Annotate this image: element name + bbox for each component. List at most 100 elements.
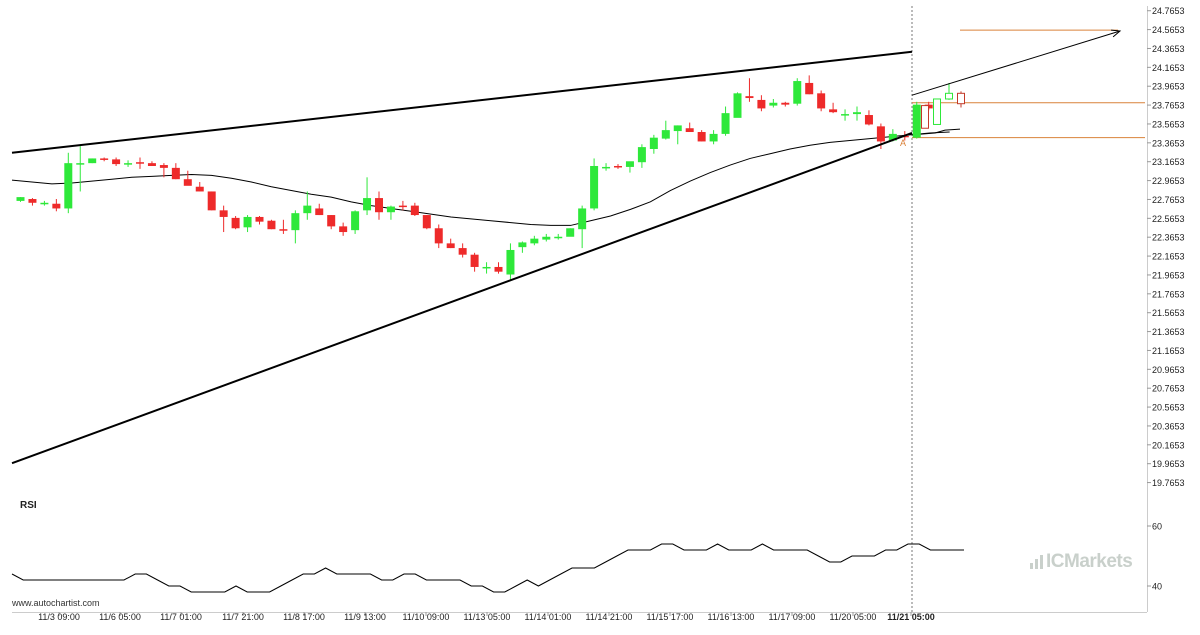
candle-up xyxy=(386,206,395,213)
candle-up xyxy=(64,163,73,209)
candle-down xyxy=(781,102,790,105)
y-tick-label: 21.3653 xyxy=(1152,327,1185,337)
candle-down xyxy=(171,167,180,180)
candle-down xyxy=(195,186,204,192)
candle-down xyxy=(864,115,873,125)
y-tick-label: 21.5653 xyxy=(1152,308,1185,318)
candle-down xyxy=(614,165,622,168)
candle-up xyxy=(506,249,515,275)
source-watermark: www.autochartist.com xyxy=(12,598,100,608)
candle-down xyxy=(315,208,324,216)
candle-down xyxy=(817,93,826,109)
candle-down xyxy=(494,266,503,272)
candle-up xyxy=(793,81,802,104)
x-tick-label: 11/6 05:00 xyxy=(99,612,141,622)
candle-down xyxy=(147,163,156,166)
y-tick-label: 21.9653 xyxy=(1152,270,1185,280)
moving-average-line xyxy=(11,131,950,226)
candle-up xyxy=(841,114,850,116)
y-tick-label: 21.1653 xyxy=(1152,346,1185,356)
x-tick-label: 11/14 21:00 xyxy=(586,612,633,622)
candle-up xyxy=(649,137,658,149)
candle-down xyxy=(422,215,431,229)
candle-down xyxy=(100,158,109,160)
rsi-tick-label: 60 xyxy=(1152,522,1162,532)
candle-down xyxy=(28,199,37,203)
y-tick-label: 22.7653 xyxy=(1152,195,1185,205)
candle-down xyxy=(159,165,168,168)
y-tick-label: 24.7653 xyxy=(1152,6,1185,16)
candle-up xyxy=(769,102,778,106)
candle-up xyxy=(40,202,49,205)
candle-up xyxy=(709,133,718,142)
candle-up xyxy=(530,238,539,244)
y-tick-label: 20.5653 xyxy=(1152,403,1185,413)
y-tick-label: 20.9653 xyxy=(1152,365,1185,375)
x-tick-label: 11/8 17:00 xyxy=(283,612,325,622)
candle-down xyxy=(112,159,121,165)
projection-candle xyxy=(945,92,953,100)
candle-up xyxy=(888,133,897,141)
candle-up xyxy=(602,166,611,169)
y-tick-label: 21.7653 xyxy=(1152,289,1185,299)
x-tick-label: 11/13 05:00 xyxy=(464,612,511,622)
breakout-label: A xyxy=(900,138,906,148)
candle-up xyxy=(124,163,133,165)
candle-down xyxy=(52,203,61,209)
candle-down xyxy=(697,132,706,142)
candle-down xyxy=(410,205,419,216)
candle-up xyxy=(554,236,563,239)
candle-up xyxy=(363,198,372,211)
candle-down xyxy=(745,96,754,99)
candle-up xyxy=(625,161,634,167)
y-tick-label: 23.9653 xyxy=(1152,82,1185,92)
candle-down xyxy=(434,228,443,244)
candle-down xyxy=(219,210,228,217)
breakout-arrow-head xyxy=(1110,29,1122,38)
candle-up xyxy=(243,216,252,228)
candle-up xyxy=(16,197,25,201)
moving-average-projection xyxy=(911,128,961,136)
brand-logo-suffix: Markets xyxy=(1064,551,1133,572)
y-tick-label: 23.1653 xyxy=(1152,157,1185,167)
candle-up xyxy=(578,208,587,230)
rsi-tick-label: 40 xyxy=(1152,582,1162,592)
x-tick-label: 11/10 09:00 xyxy=(403,612,450,622)
y-tick-label: 24.3653 xyxy=(1152,44,1185,54)
candle-up xyxy=(853,112,861,115)
y-tick-label: 22.1653 xyxy=(1152,252,1185,262)
candle-down xyxy=(398,205,407,208)
candle-down xyxy=(136,162,144,164)
x-tick-label: 11/20 05:00 xyxy=(830,612,877,622)
x-tick-label: 11/3 09:00 xyxy=(38,612,80,622)
candle-up xyxy=(291,213,300,231)
y-tick-label: 20.1653 xyxy=(1152,440,1185,450)
candle-up xyxy=(482,266,491,269)
candle-up xyxy=(637,147,646,163)
brand-logo: IC Markets xyxy=(1030,550,1142,574)
brand-logo-prefix: IC xyxy=(1046,551,1065,572)
brand-logo-icon xyxy=(1030,555,1043,569)
candle-down xyxy=(805,82,814,95)
x-tick-label: 11/16 13:00 xyxy=(708,612,755,622)
y-tick-label: 19.9653 xyxy=(1152,459,1185,469)
y-tick-label: 22.5653 xyxy=(1152,214,1185,224)
candle-down xyxy=(685,128,694,133)
x-tick-label: 11/7 21:00 xyxy=(222,612,264,622)
candle-up xyxy=(912,104,921,138)
y-tick-label: 23.5653 xyxy=(1152,119,1185,129)
rsi-line xyxy=(11,543,964,593)
x-tick-label: 11/15 17:00 xyxy=(647,612,694,622)
x-tick-label: 11/14 01:00 xyxy=(525,612,572,622)
candle-up xyxy=(303,205,312,214)
y-tick-label: 23.3653 xyxy=(1152,138,1185,148)
candle-down xyxy=(279,229,288,231)
candle-down xyxy=(327,215,336,227)
y-tick-label: 19.7653 xyxy=(1152,478,1185,488)
y-tick-label: 22.3653 xyxy=(1152,233,1185,243)
y-tick-label: 22.9653 xyxy=(1152,176,1185,186)
resistance-trendline xyxy=(11,50,913,154)
candle-down xyxy=(876,126,885,142)
x-tick-label: 11/21 05:00 xyxy=(887,612,935,622)
